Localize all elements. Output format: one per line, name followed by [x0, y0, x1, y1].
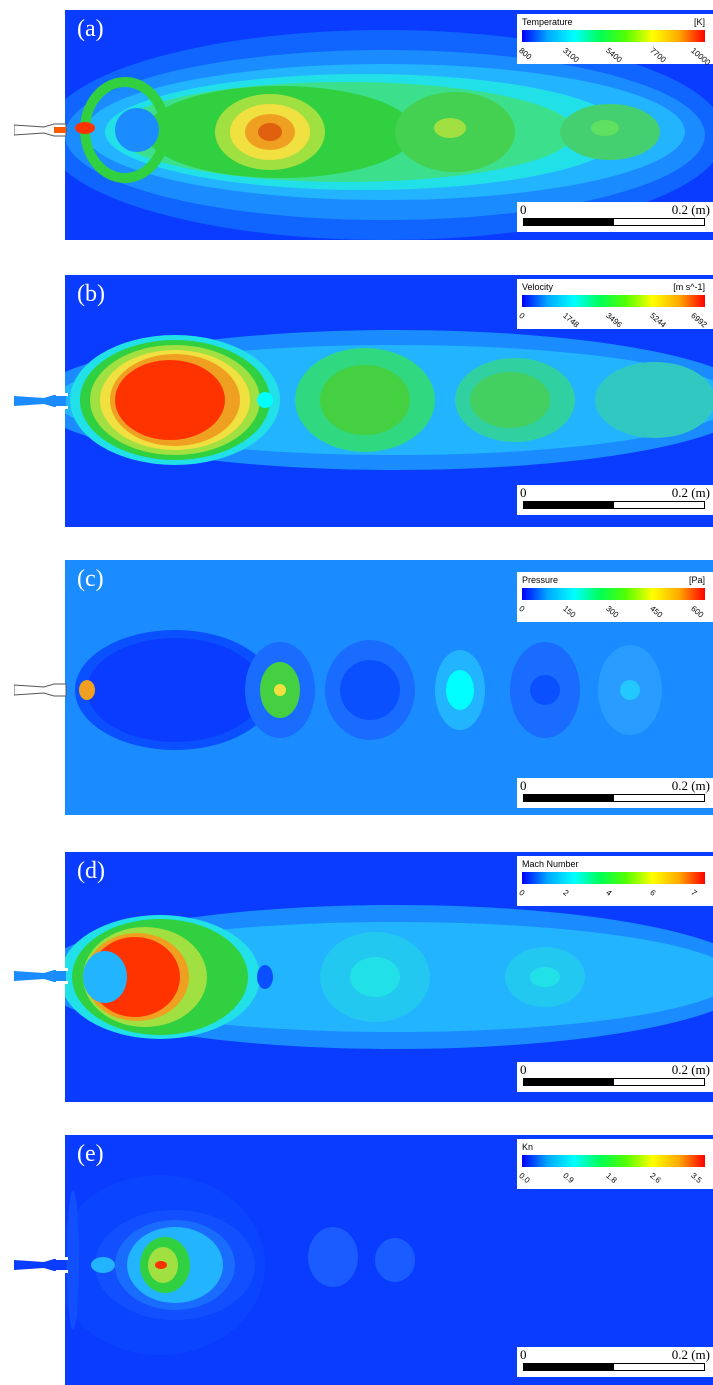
colorbar	[522, 872, 705, 884]
panel-pressure: (c) Pressure [Pa] 0 150 300 450 600 0 0.…	[65, 560, 713, 815]
scale-bar-graphic	[523, 1078, 705, 1086]
colorbar-legend: Velocity [m s^-1] 0 1748 3496 5244 6992	[517, 279, 713, 329]
legend-tick: 6992	[689, 311, 709, 330]
scale-bar-graphic	[523, 1363, 705, 1371]
scale-max-label: 0.2 (m)	[671, 202, 710, 217]
scale-zero-label: 0	[520, 778, 527, 793]
legend-tick: 450	[648, 604, 665, 620]
legend-unit: [m s^-1]	[673, 282, 705, 292]
legend-tick: 6	[648, 888, 658, 898]
panel-label: (b)	[77, 281, 105, 307]
legend-tick: 1748	[561, 311, 581, 330]
legend-tick: 0	[517, 311, 527, 321]
scale-max-label: 0.2 (m)	[671, 1347, 710, 1362]
legend-tick: 0	[517, 888, 527, 898]
legend-tick: 800	[517, 46, 534, 62]
mach-number-contour-field	[65, 852, 713, 1102]
legend-tick: 5244	[648, 311, 668, 330]
scale-max-label: 0.2 (m)	[671, 778, 710, 793]
panel-mach-number: (d) Mach Number 0 2 4 6 7 0 0.2 (m)	[65, 852, 713, 1102]
colorbar-legend: Temperature [K] 800 3100 5400 7700 10000	[517, 14, 713, 67]
panel-knudsen-number: (e) Kn 0.0 0.9 1.8 2.6 3.5 0 0.2 (m)	[65, 1135, 713, 1385]
colorbar	[522, 588, 705, 600]
legend-tick: 600	[689, 604, 706, 620]
legend-tick: 2.6	[648, 1171, 663, 1186]
legend-tick: 1.8	[604, 1171, 619, 1186]
panel-label: (a)	[77, 16, 104, 42]
legend-tick: 150	[561, 604, 578, 620]
legend-tick: 3100	[561, 46, 581, 65]
legend-title: Velocity	[522, 282, 554, 292]
legend-tick: 5400	[604, 46, 624, 65]
legend-tick: 0.0	[517, 1171, 532, 1186]
nozzle-icon	[14, 968, 68, 984]
colorbar	[522, 295, 705, 307]
legend-tick: 4	[604, 888, 614, 898]
scale-zero-label: 0	[520, 1062, 527, 1077]
scale-max-label: 0.2 (m)	[671, 485, 710, 500]
nozzle-icon	[14, 123, 67, 137]
legend-tick: 0.9	[561, 1171, 576, 1186]
scale-bar-graphic	[523, 218, 705, 226]
scale-zero-label: 0	[520, 202, 527, 217]
colorbar	[522, 30, 705, 42]
scale-max-label: 0.2 (m)	[671, 1062, 710, 1077]
legend-tick: 7	[689, 888, 699, 898]
scale-bar: 0 0.2 (m)	[517, 202, 713, 232]
legend-title: Mach Number	[522, 859, 579, 869]
legend-title: Kn	[522, 1142, 534, 1152]
knudsen-contour-field	[65, 1135, 713, 1385]
legend-tick: 7700	[648, 46, 668, 65]
scale-bar: 0 0.2 (m)	[517, 485, 713, 515]
colorbar-legend: Kn 0.0 0.9 1.8 2.6 3.5	[517, 1139, 713, 1189]
legend-unit: [K]	[693, 17, 705, 27]
legend-tick: 3.5	[689, 1171, 704, 1186]
legend-unit: [Pa]	[688, 575, 705, 585]
scale-bar: 0 0.2 (m)	[517, 1062, 713, 1092]
colorbar	[522, 1155, 705, 1167]
panel-velocity: (b) Velocity [m s^-1] 0 1748 3496 5244 6…	[65, 275, 713, 527]
nozzle-icon	[14, 683, 67, 697]
legend-title: Temperature	[522, 17, 573, 27]
velocity-contour-field	[65, 275, 713, 527]
scale-bar: 0 0.2 (m)	[517, 778, 713, 808]
legend-tick: 300	[604, 604, 621, 620]
colorbar-legend: Pressure [Pa] 0 150 300 450 600	[517, 572, 713, 622]
nozzle-icon	[14, 393, 68, 409]
scale-zero-label: 0	[520, 1347, 527, 1362]
scale-bar-graphic	[523, 501, 705, 509]
scale-bar: 0 0.2 (m)	[517, 1347, 713, 1377]
legend-tick: 3496	[604, 311, 624, 330]
scale-bar-graphic	[523, 794, 705, 802]
colorbar-legend: Mach Number 0 2 4 6 7	[517, 856, 713, 906]
nozzle-icon	[14, 1257, 68, 1273]
scale-zero-label: 0	[520, 485, 527, 500]
panel-label: (c)	[77, 566, 104, 592]
panel-temperature: (a) Temperature [K] 800 3100 5400 7700 1…	[65, 10, 713, 240]
legend-title: Pressure	[522, 575, 559, 585]
panel-label: (e)	[77, 1141, 104, 1167]
legend-tick: 0	[517, 604, 527, 614]
legend-tick: 2	[561, 888, 571, 898]
panel-label: (d)	[77, 858, 105, 884]
